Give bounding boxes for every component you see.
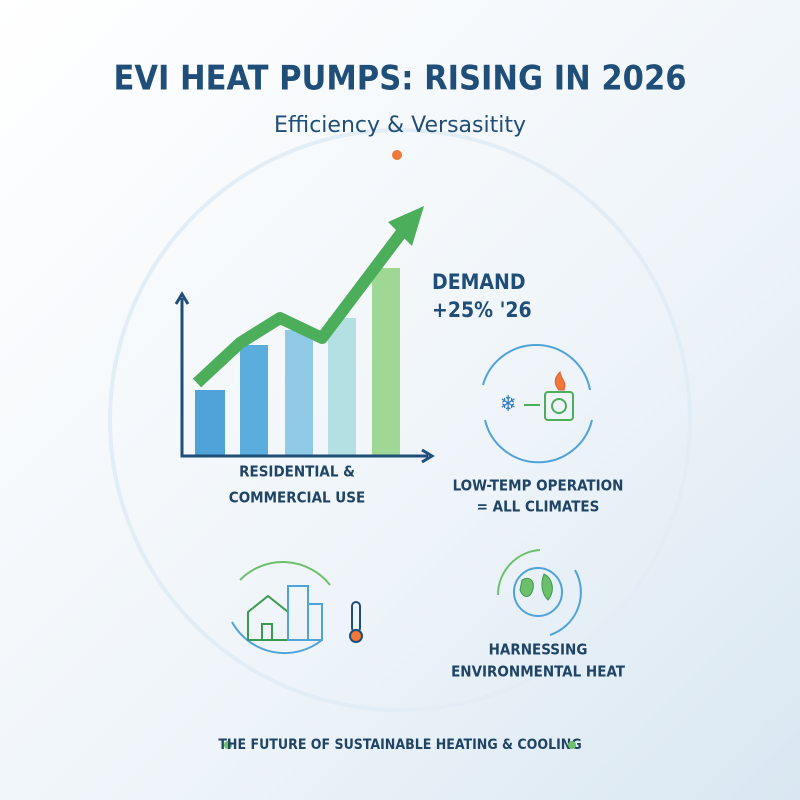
growth-illustration: [174, 206, 435, 464]
globe-icon: [496, 549, 582, 636]
axes: [180, 298, 428, 458]
caption-line: ENVIRONMENTAL HEAT: [451, 663, 626, 681]
trend-arrow: [192, 228, 407, 388]
caption-line: = ALL CLIMATES: [477, 498, 600, 516]
footer-dot: [224, 741, 232, 749]
title: EVI HEAT PUMPS: RISING IN 2026: [113, 59, 686, 99]
climate-icon: ❄: [482, 344, 593, 464]
svg-text:❄: ❄: [500, 392, 517, 417]
bar-illustration: [285, 330, 313, 455]
axis-arrow: [421, 448, 435, 464]
caption-line: COMMERCIAL USE: [229, 489, 365, 507]
footer-dot: [568, 741, 576, 749]
bar-illustration: [372, 268, 400, 455]
caption-line: HARNESSING: [489, 641, 588, 659]
caption-line: LOW-TEMP OPERATION: [453, 477, 624, 495]
trend-arrowhead: [388, 206, 424, 246]
bar-illustration: [195, 390, 225, 455]
footer: THE FUTURE OF SUSTAINABLE HEATING & COOL…: [218, 737, 581, 753]
subtitle: Efficiency & Versasitity: [274, 113, 526, 138]
frame-circle: [108, 128, 692, 712]
buildings-icon: [231, 561, 363, 655]
callout-line: +25% '26: [432, 298, 532, 322]
accent-dot: [392, 150, 402, 160]
callout-line: DEMAND: [432, 270, 526, 294]
bar-illustration: [328, 318, 356, 455]
axis-arrow: [174, 291, 190, 305]
bar-illustration: [240, 345, 268, 455]
caption-line: RESIDENTIAL &: [239, 463, 355, 481]
